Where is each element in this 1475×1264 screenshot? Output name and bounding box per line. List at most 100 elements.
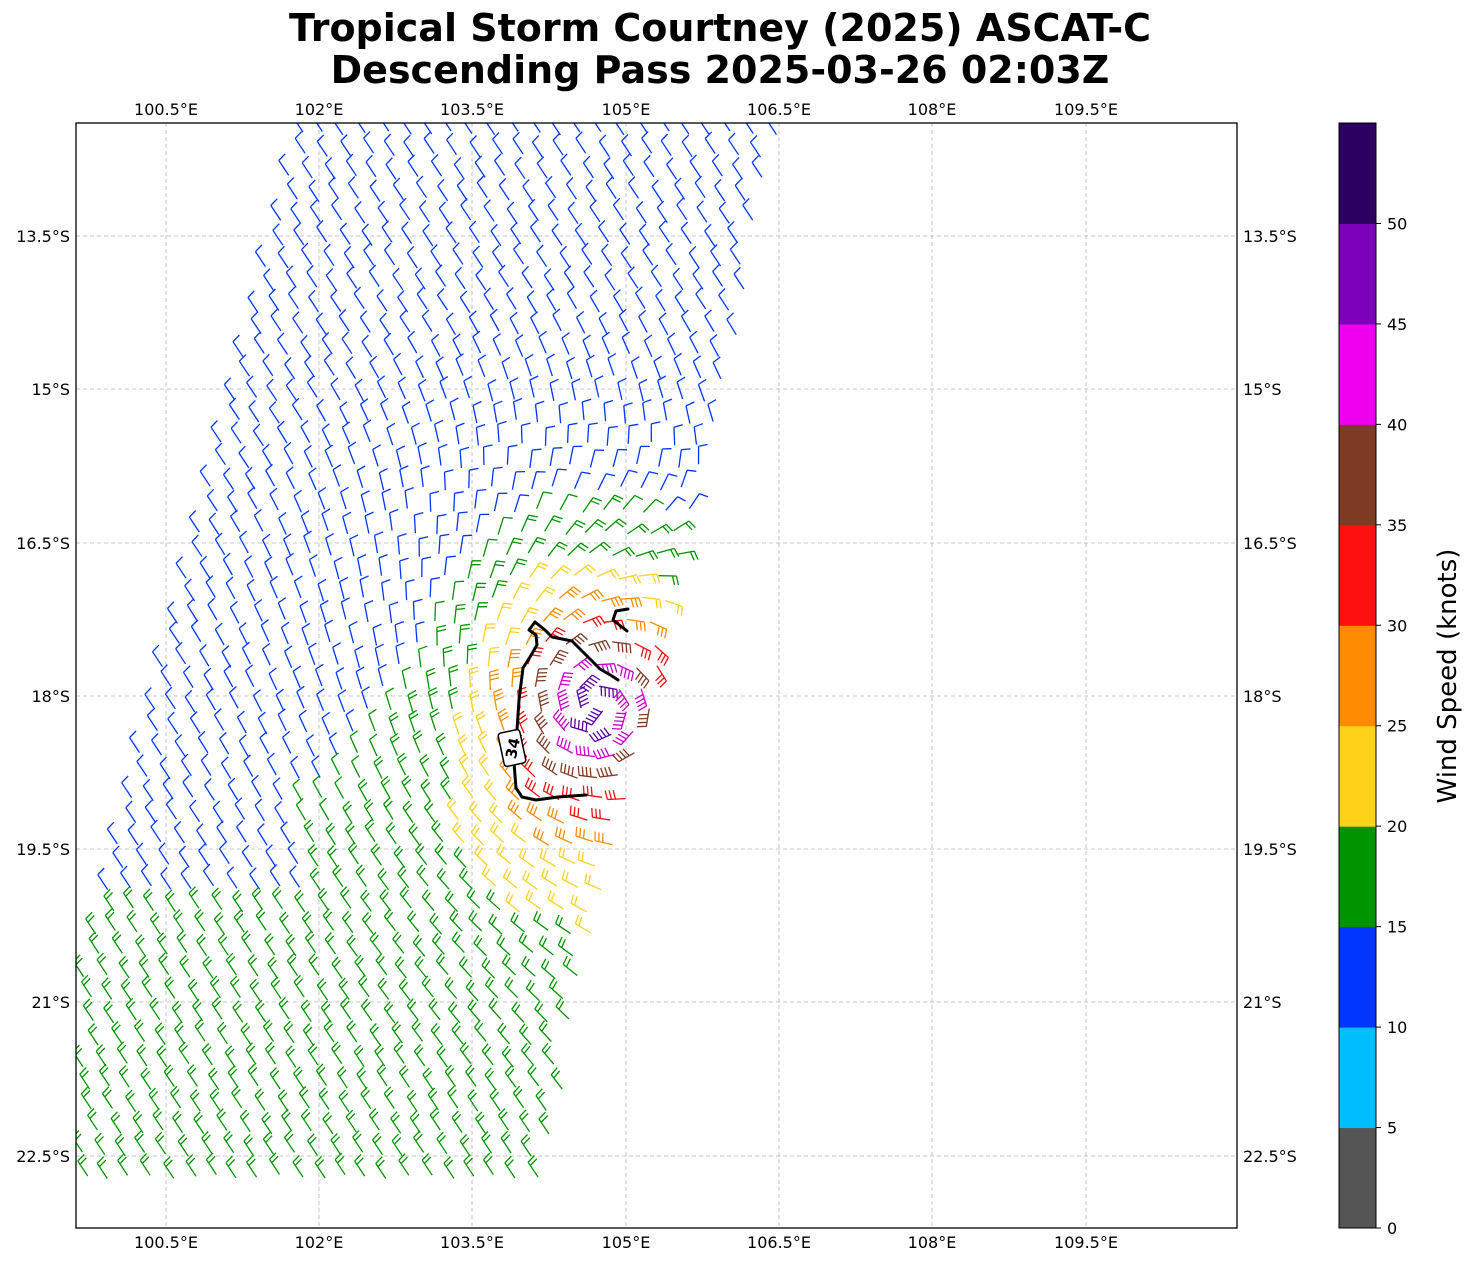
wind-barb: [232, 889, 244, 913]
wind-barb: [231, 1085, 243, 1109]
wind-barb: [305, 734, 315, 757]
wind-barb: [285, 1045, 297, 1068]
wind-barb: [567, 542, 589, 557]
wind-barb: [42, 1088, 52, 1110]
wind-barb: [474, 488, 487, 509]
wind-barb: [403, 123, 412, 135]
wind-barb: [282, 730, 292, 754]
lat-tick-label-right: 15°S: [1243, 380, 1282, 399]
wind-barb: [428, 998, 441, 1021]
lon-tick-label-bottom: 106.5°E: [747, 1233, 811, 1252]
wind-barb: [461, 775, 474, 798]
wind-barb: [583, 265, 595, 288]
wind-barb: [622, 153, 634, 177]
wind-barb: [436, 513, 447, 535]
wind-barb: [376, 288, 388, 312]
wind-barb: [62, 1090, 72, 1112]
wind-barb: [458, 753, 469, 777]
wind-barb: [346, 1019, 358, 1043]
wind-barb: [429, 912, 443, 935]
wind-barb: [308, 467, 317, 491]
wind-barb: [227, 1065, 239, 1088]
wind-barb: [356, 465, 366, 488]
wind-barb: [371, 1132, 384, 1156]
wind-barb: [560, 153, 572, 176]
wind-barb: [613, 289, 624, 312]
wind-barb: [688, 245, 700, 269]
wind-barb: [504, 1155, 516, 1179]
wind-barb: [658, 448, 672, 467]
colorbar-tick-label: 35: [1387, 516, 1407, 535]
wind-barb: [573, 123, 581, 133]
wind-barb: [118, 1065, 130, 1088]
wind-barb: [642, 596, 662, 609]
wind-barb: [451, 580, 465, 600]
wind-barb: [664, 599, 683, 616]
wind-barb: [638, 223, 650, 246]
wind-barb: [342, 511, 352, 535]
wind-barb: [438, 201, 450, 224]
wind-barb: [472, 245, 484, 268]
wind-barb: [321, 331, 333, 355]
wind-barb: [142, 778, 154, 802]
lat-tick-label-left: 13.5°S: [16, 227, 70, 246]
wind-barb: [331, 956, 343, 979]
wind-barb: [339, 486, 349, 510]
graticule: [76, 123, 1237, 1228]
wind-barb: [558, 846, 576, 865]
wind-barb: [317, 486, 327, 510]
wind-barb: [354, 645, 364, 668]
wind-barb: [500, 1130, 512, 1154]
wind-barb: [140, 1067, 152, 1090]
wind-barb: [408, 709, 419, 733]
map-title-line-1: Tropical Storm Courtney (2025) ASCAT-C: [288, 6, 1152, 50]
wind-barb: [453, 846, 467, 868]
wind-barb: [262, 642, 271, 666]
wind-barb: [680, 123, 690, 135]
wind-barb: [525, 889, 541, 910]
wind-barb: [287, 841, 299, 864]
wind-barb: [363, 600, 374, 623]
map-frame: [75, 122, 1238, 1229]
wind-barb: [322, 1111, 334, 1135]
wind-barb: [330, 377, 341, 401]
wind-barb: [270, 308, 282, 332]
wind-barb: [247, 954, 259, 977]
wind-barb: [247, 486, 258, 510]
wind-barb: [293, 222, 305, 246]
wind-barb: [239, 1109, 251, 1133]
wind-barb: [308, 289, 320, 313]
wind-barb: [375, 1156, 387, 1179]
wind-barb: [349, 730, 359, 753]
wind-barb: [393, 1041, 405, 1064]
wind-barb: [711, 153, 723, 177]
wind-barb: [575, 745, 595, 758]
wind-barb: [306, 375, 318, 398]
wind-barb: [352, 1130, 364, 1153]
wind-barb: [619, 222, 631, 245]
wind-barb: [364, 819, 376, 842]
wind-barb: [233, 910, 245, 933]
wind-barb: [283, 533, 292, 556]
wind-barb: [554, 914, 571, 935]
wind-barb: [347, 441, 357, 465]
wind-barb: [251, 886, 263, 910]
wind-barb: [491, 245, 504, 268]
wind-barb: [673, 352, 682, 376]
wind-barb: [383, 133, 395, 157]
wind-barb: [561, 785, 580, 802]
wind-barb: [577, 766, 598, 779]
wind-barb: [272, 223, 284, 246]
wind-barb: [448, 664, 459, 687]
wind-barb: [626, 523, 650, 535]
wind-barb: [496, 843, 512, 865]
wind-barb: [472, 400, 482, 424]
wind-barb: [211, 887, 223, 910]
wind-barb: [76, 1044, 84, 1068]
wind-barb: [547, 890, 564, 910]
wind-barb: [316, 134, 328, 157]
wind-barb: [374, 643, 384, 666]
lon-tick-label-top: 102°E: [295, 100, 344, 119]
wind-barb: [321, 508, 331, 531]
wind-barb: [434, 842, 447, 865]
